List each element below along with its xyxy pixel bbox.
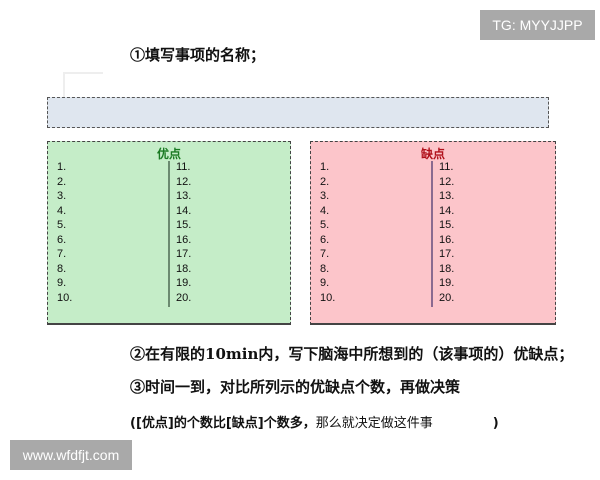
list-item-number: 10. xyxy=(320,291,336,304)
step-1-text: ①填写事项的名称； xyxy=(130,46,266,64)
list-item-number: 1. xyxy=(320,161,330,173)
list-item-number: 3. xyxy=(320,190,330,202)
column-divider xyxy=(431,161,433,307)
list-item-number: 18. xyxy=(439,262,455,275)
step-2-text: ②在有限的10min内，写下脑海中所想到的（该事项的）优缺点； xyxy=(130,345,574,363)
list-item-number: 2. xyxy=(320,175,330,188)
watermark-text: www.wfdfjt.com xyxy=(22,447,120,463)
list-item-number: 19. xyxy=(176,277,192,289)
list-item-number: 7. xyxy=(57,248,67,260)
list-item-number: 19. xyxy=(439,277,455,289)
cons-panel: 缺点 1. 2. 3. 4. 5. 6. 7. 8. 9. 10. 11. 12. 13. 14. 15.… xyxy=(310,141,556,325)
list-item-number: 13. xyxy=(176,190,192,202)
list-item-number: 15. xyxy=(439,219,455,231)
list-item-number: 12. xyxy=(439,175,455,188)
list-item-number: 6. xyxy=(57,233,67,246)
cons-list-left: 1. 2. 3. 4. 5. 6. 7. 8. 9. 10. xyxy=(320,160,335,305)
list-item-number: 12. xyxy=(176,175,192,188)
list-item-number: 2. xyxy=(57,175,67,188)
list-item-number: 18. xyxy=(176,262,192,275)
list-item-number: 5. xyxy=(320,219,330,231)
watermark-bottom: www.wfdfjt.com xyxy=(10,440,132,470)
list-item-number: 5. xyxy=(57,219,67,231)
step-3-text: ③时间一到，对比所列示的优缺点个数，再做决策 xyxy=(130,378,461,396)
list-item-number: 4. xyxy=(320,204,330,217)
note-part: 那么就决定做这件事 xyxy=(315,416,433,431)
column-divider xyxy=(168,161,170,307)
connector-arrow xyxy=(63,72,103,110)
list-item-number: 14. xyxy=(176,204,192,217)
cons-list-right: 11. 12. 13. 14. 15. 16. 17. 18. 19. 20. xyxy=(439,160,454,305)
list-item-number: 6. xyxy=(320,233,330,246)
list-item-number: 10. xyxy=(57,291,73,304)
list-item-number: 14. xyxy=(439,204,455,217)
pros-list-left: 1. 2. 3. 4. 5. 6. 7. 8. 9. 10. xyxy=(57,160,72,305)
list-item-number: 20. xyxy=(176,291,192,304)
note-part: ) xyxy=(492,416,499,431)
note-part: ([优点]的个数比[缺点]个数多， xyxy=(130,416,316,431)
item-name-field[interactable] xyxy=(47,97,549,128)
list-item-number: 16. xyxy=(439,233,455,246)
list-item-number: 8. xyxy=(57,262,67,275)
list-item-number: 17. xyxy=(176,248,192,260)
list-item-number: 9. xyxy=(320,277,330,289)
list-item-number: 11. xyxy=(176,161,191,173)
list-item-number: 17. xyxy=(439,248,455,260)
list-item-number: 13. xyxy=(439,190,455,202)
list-item-number: 9. xyxy=(57,277,67,289)
watermark-text: TG: MYYJJPP xyxy=(492,17,583,33)
pros-title: 优点 xyxy=(156,147,181,161)
list-item-number: 7. xyxy=(320,248,330,260)
list-item-number: 8. xyxy=(320,262,330,275)
list-item-number: 3. xyxy=(57,190,67,202)
list-item-number: 1. xyxy=(57,161,67,173)
watermark-top: TG: MYYJJPP xyxy=(480,10,595,40)
list-item-number: 4. xyxy=(57,204,67,217)
list-item-number: 20. xyxy=(439,291,455,304)
pros-list-right: 11. 12. 13. 14. 15. 16. 17. 18. 19. 20. xyxy=(176,160,191,305)
cons-title: 缺点 xyxy=(420,147,445,161)
list-item-number: 15. xyxy=(176,219,192,231)
list-item-number: 11. xyxy=(439,161,454,173)
pros-panel: 优点 1. 2. 3. 4. 5. 6. 7. 8. 9. 10. 11. 12. 13. 14. 15.… xyxy=(47,141,291,325)
decision-note: ([优点]的个数比[缺点]个数多，那么就决定做这件事) xyxy=(130,412,499,431)
list-item-number: 16. xyxy=(176,233,192,246)
